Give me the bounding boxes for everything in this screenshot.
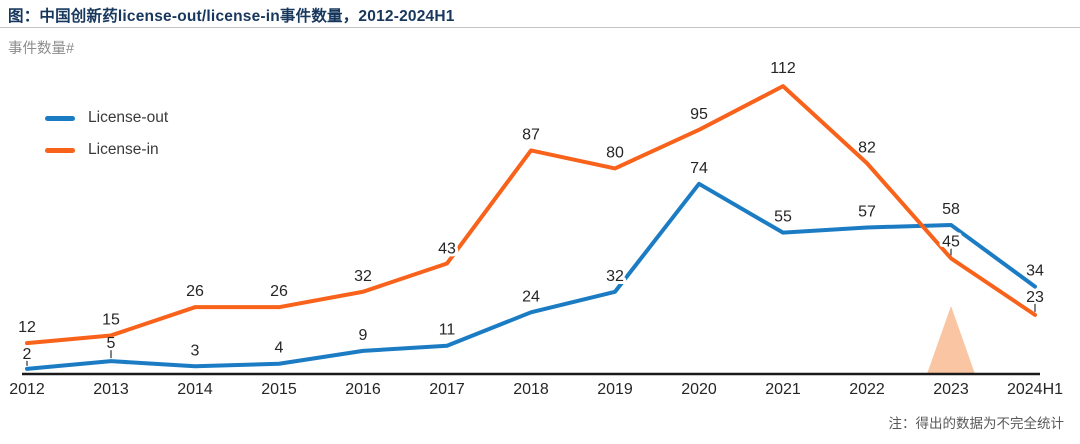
data-label-license-out-2024H1: 34	[1026, 263, 1044, 280]
data-label-license-in-2017: 43	[438, 240, 456, 257]
x-tick-label-2019: 2019	[597, 381, 633, 398]
x-tick-label-2014: 2014	[177, 381, 213, 398]
data-label-license-out-2015: 4	[275, 340, 284, 357]
x-tick-label-2016: 2016	[345, 381, 381, 398]
license-out-line-swatch	[45, 115, 75, 121]
x-tick-label-2013: 2013	[93, 381, 129, 398]
data-label-license-out-2013: 5	[107, 335, 116, 352]
highlight-triangle-2023	[927, 306, 975, 374]
data-label-license-in-2015: 26	[270, 283, 288, 300]
data-label-license-out-2014: 3	[191, 342, 200, 359]
x-tick-label-2018: 2018	[513, 381, 549, 398]
series-line-license-out	[25, 181, 1037, 371]
data-label-license-in-2022: 82	[858, 139, 876, 156]
legend-item-license-out: License-out	[45, 102, 168, 134]
data-label-license-in-2013: 15	[102, 311, 120, 328]
data-label-license-out-2012: 2	[23, 346, 32, 363]
y-axis-unit-label: 事件数量#	[8, 41, 75, 57]
data-label-license-out-2019: 32	[606, 268, 624, 285]
data-label-license-in-2023: 45	[942, 233, 960, 250]
x-tick-label-2021: 2021	[765, 381, 801, 398]
data-label-license-in-2024H1: 23	[1026, 289, 1044, 306]
data-label-license-in-2018: 87	[522, 126, 540, 143]
x-tick-label-2017: 2017	[429, 381, 465, 398]
data-label-license-in-2016: 32	[354, 268, 372, 285]
data-label-license-out-2017: 11	[439, 322, 456, 339]
data-label-license-in-2020: 95	[690, 106, 708, 123]
data-label-license-out-2020: 74	[690, 160, 708, 177]
title-divider	[0, 27, 1080, 28]
x-tick-label-2015: 2015	[261, 381, 297, 398]
data-label-license-out-2016: 9	[359, 327, 368, 344]
x-tick-label-2022: 2022	[849, 381, 885, 398]
x-tick-label-2012: 2012	[9, 381, 45, 398]
license-in-line-swatch	[45, 147, 75, 153]
footnote: 注：得出的数据为不完全统计	[888, 416, 1065, 431]
x-tick-label-2024H1: 2024H1	[1007, 381, 1063, 398]
data-label-license-in-2012: 12	[18, 319, 36, 336]
data-label-license-in-2021: 112	[770, 60, 796, 77]
data-label-license-in-2014: 26	[186, 283, 204, 300]
data-label-license-out-2022: 57	[858, 204, 876, 221]
data-label-license-in-2019: 80	[606, 144, 624, 161]
legend-label-license-out: License-out	[88, 109, 169, 126]
chart-title: 图：中国创新药license-out/license-in事件数量，2012-2…	[8, 8, 455, 25]
series-line-license-in	[25, 84, 1037, 346]
legend-item-license-in: License-in	[45, 134, 168, 166]
legend-label-license-in: License-in	[88, 141, 159, 158]
legend: License-out License-in	[45, 102, 168, 166]
data-label-license-out-2018: 24	[522, 288, 540, 305]
x-tick-label-2020: 2020	[681, 381, 717, 398]
data-label-license-out-2023: 58	[942, 201, 960, 218]
x-tick-label-2023: 2023	[933, 381, 969, 398]
data-label-license-out-2021: 55	[774, 209, 792, 226]
